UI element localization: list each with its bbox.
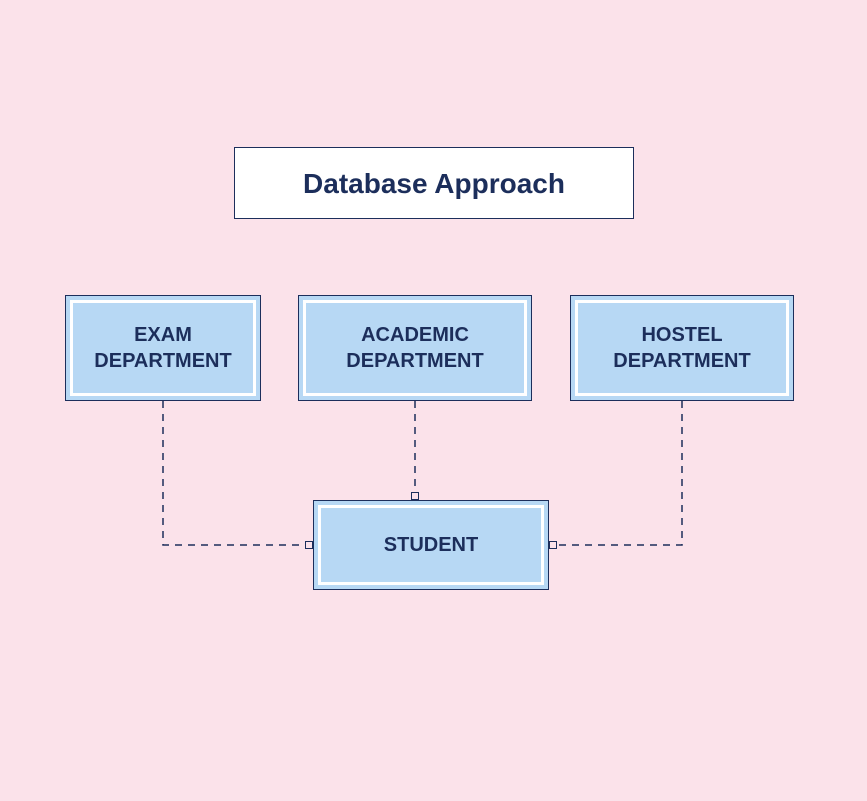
- dept-box-academic: ACADEMICDEPARTMENT: [298, 295, 532, 401]
- connector-stub-hostel: [549, 541, 557, 549]
- student-label: STUDENT: [384, 533, 478, 558]
- dept-box-hostel-inner: HOSTELDEPARTMENT: [575, 300, 789, 396]
- connector-exam: [163, 401, 313, 545]
- title-label: Database Approach: [303, 166, 565, 201]
- connector-stub-exam: [305, 541, 313, 549]
- dept-box-exam-label: EXAMDEPARTMENT: [94, 322, 231, 374]
- student-box-inner: STUDENT: [318, 505, 544, 585]
- diagram-canvas: Database Approach EXAMDEPARTMENT ACADEMICD…: [0, 0, 867, 801]
- connector-stub-academic: [411, 492, 419, 500]
- dept-box-exam-inner: EXAMDEPARTMENT: [70, 300, 256, 396]
- dept-box-hostel-label: HOSTELDEPARTMENT: [613, 322, 750, 374]
- dept-box-exam: EXAMDEPARTMENT: [65, 295, 261, 401]
- dept-box-academic-label: ACADEMICDEPARTMENT: [346, 322, 483, 374]
- dept-box-hostel: HOSTELDEPARTMENT: [570, 295, 794, 401]
- student-box: STUDENT: [313, 500, 549, 590]
- connector-hostel: [549, 401, 682, 545]
- title-box: Database Approach: [234, 147, 634, 219]
- dept-box-academic-inner: ACADEMICDEPARTMENT: [303, 300, 527, 396]
